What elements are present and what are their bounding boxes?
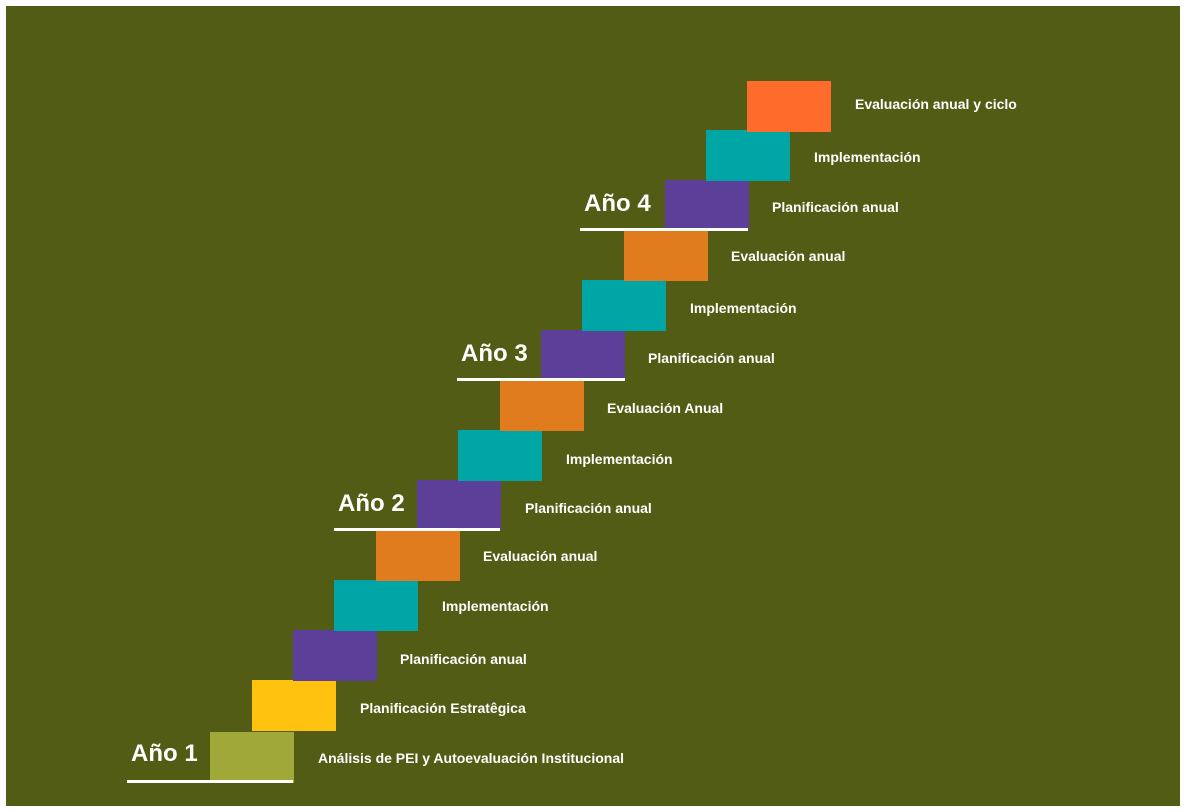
step-label-planificacion-anual-2: Planificación anual — [525, 500, 652, 516]
step-planificacion-anual-2 — [417, 480, 501, 531]
step-evaluacion-1 — [376, 530, 460, 581]
step-planificacion-estrategica — [252, 680, 336, 731]
step-analisis — [210, 732, 294, 783]
step-label-planificacion-anual-4: Planificación anual — [772, 199, 899, 215]
step-label-implementacion-2: Implementación — [566, 451, 673, 467]
step-label-planificacion-estrategica: Planificación Estratêgica — [360, 700, 526, 716]
step-implementacion-1 — [334, 580, 418, 631]
year-underline-2 — [334, 528, 500, 531]
step-evaluacion-final — [747, 81, 831, 132]
step-label-evaluacion-1: Evaluación anual — [483, 548, 598, 564]
year-label-3: Año 3 — [461, 340, 528, 367]
step-label-evaluacion-3: Evaluación anual — [731, 248, 846, 264]
staircase-diagram: Análisis de PEI y Autoevaluación Institu… — [6, 6, 1180, 806]
step-label-implementacion-4: Implementación — [814, 149, 921, 165]
step-implementacion-2 — [458, 430, 542, 481]
step-label-planificacion-anual-1: Planificación anual — [400, 651, 527, 667]
step-planificacion-anual-4 — [665, 180, 749, 231]
year-underline-4 — [580, 228, 748, 231]
step-implementacion-3 — [582, 280, 666, 331]
year-label-2: Año 2 — [338, 490, 405, 517]
step-planificacion-anual-1 — [293, 630, 377, 681]
year-label-1: Año 1 — [131, 740, 198, 767]
step-label-evaluacion-2: Evaluación Anual — [607, 400, 724, 416]
step-label-implementacion-3: Implementación — [690, 300, 797, 316]
step-label-analisis: Análisis de PEI y Autoevaluación Institu… — [318, 750, 624, 766]
step-evaluacion-3 — [624, 230, 708, 281]
step-evaluacion-2 — [500, 380, 584, 431]
step-implementacion-4 — [706, 130, 790, 181]
step-label-evaluacion-final: Evaluación anual y ciclo — [855, 96, 1017, 112]
step-planificacion-anual-3 — [541, 330, 625, 381]
year-underline-3 — [457, 378, 625, 381]
step-label-planificacion-anual-3: Planificación anual — [648, 350, 775, 366]
step-label-implementacion-1: Implementación — [442, 598, 549, 614]
year-label-4: Año 4 — [584, 190, 651, 217]
year-underline-1 — [127, 780, 293, 783]
